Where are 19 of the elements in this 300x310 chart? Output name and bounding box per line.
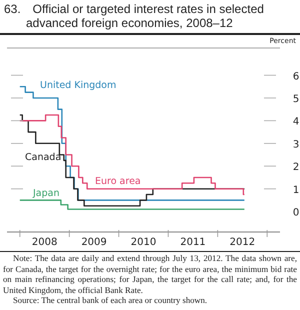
y-tick-label: 4 bbox=[292, 116, 300, 128]
x-tick-label: 2011 bbox=[180, 237, 206, 248]
y-tick-label: 1 bbox=[292, 184, 300, 196]
x-tick-label: 2009 bbox=[81, 237, 107, 248]
chart-title: 63. Official or targeted interest rates in selected advanced foreign economies, 2008–12 bbox=[4, 2, 265, 30]
y-tick-label: 0 bbox=[292, 208, 300, 219]
x-tick-label: 2008 bbox=[32, 237, 58, 248]
text: Note: The data are daily and extend through July 13, 2012. The data shown are, for Canada, the target for the overnight rate; for the euro area, the minimum bid rate on main refinancing operations; for Japan, the target for the call rate; and, for the United Kingdom, the official Bank Rate. bbox=[3, 253, 297, 295]
x-tick-label: 2010 bbox=[130, 237, 156, 248]
series-label: Canada bbox=[25, 152, 62, 163]
series-label: United Kingdom bbox=[40, 80, 116, 91]
x-tick-label: 2012 bbox=[230, 237, 256, 248]
y-tick-label: 2 bbox=[292, 162, 300, 174]
y-tick-label: 3 bbox=[292, 139, 300, 150]
source-note: Source: The central bank of each area or country shown. bbox=[12, 295, 208, 306]
series-label: Japan bbox=[33, 188, 60, 199]
series-label: Euro area bbox=[95, 176, 141, 187]
y-tick-label: 5 bbox=[292, 94, 300, 105]
y-tick-label: 6 bbox=[292, 71, 300, 82]
